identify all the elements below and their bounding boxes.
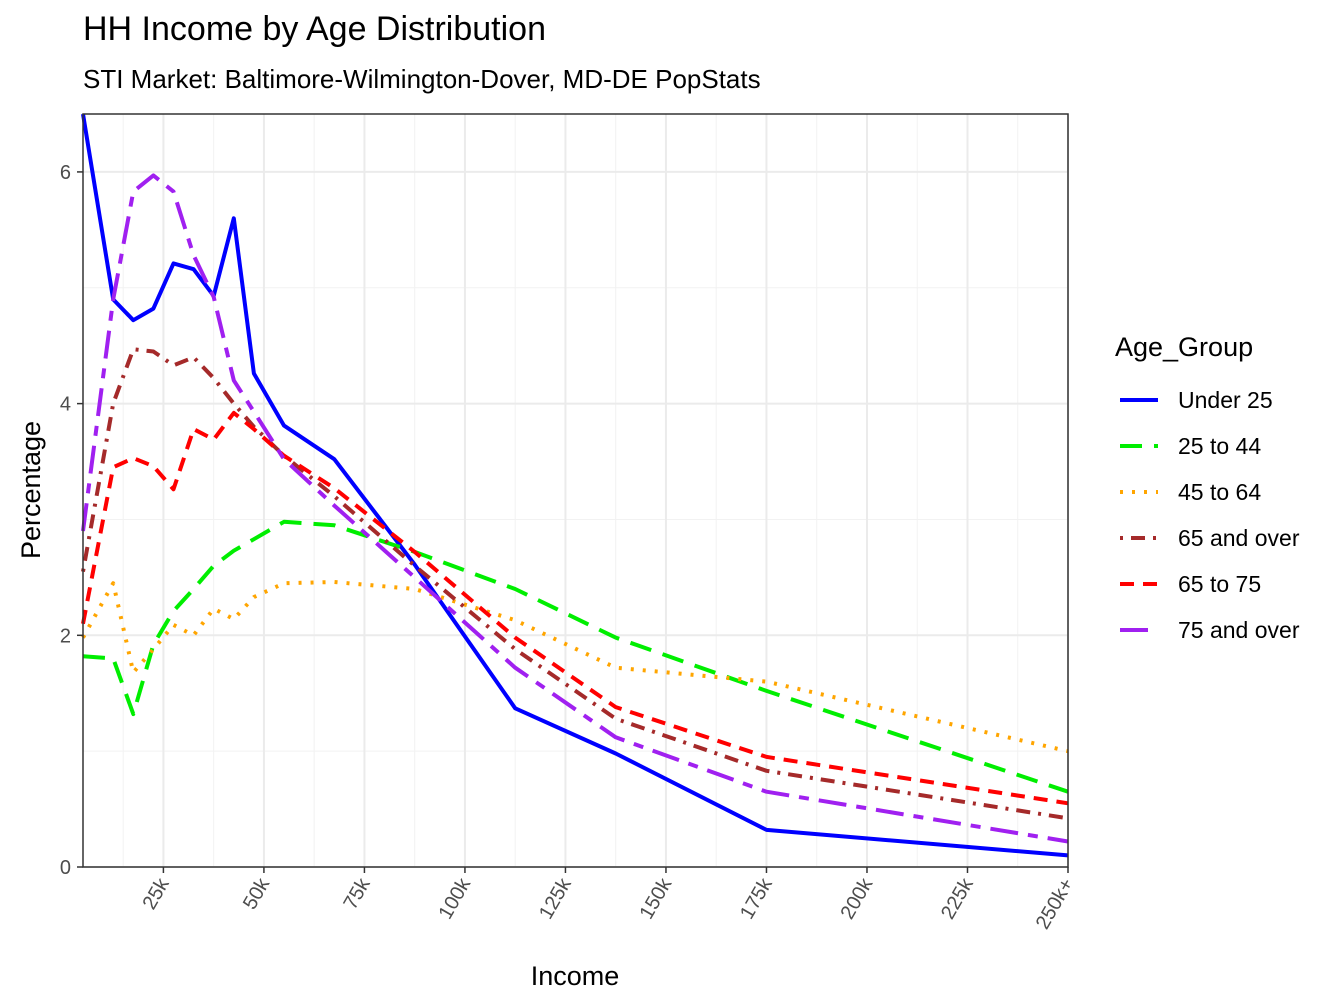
- y-tick-label: 6: [60, 162, 71, 184]
- plot-panel-border: [82, 113, 1069, 868]
- y-axis-title: Percentage: [16, 421, 46, 559]
- legend-label: 65 and over: [1178, 525, 1300, 551]
- plot-panel-background: [83, 114, 1068, 867]
- y-axis: 0 2 4 6: [60, 162, 83, 879]
- y-tick-label: 4: [60, 394, 71, 416]
- legend-label: 25 to 44: [1178, 433, 1261, 459]
- legend-label: 45 to 64: [1178, 479, 1261, 505]
- series-line-65-to-75: [81, 410, 1069, 806]
- x-tick-label: 175k: [736, 874, 777, 923]
- x-tick-label: 200k: [837, 874, 878, 923]
- y-tick-label: 2: [60, 625, 71, 647]
- legend-label: 65 to 75: [1178, 571, 1261, 597]
- x-tick-label: 75k: [340, 874, 376, 914]
- series-line-75-and-over: [81, 173, 1069, 844]
- chart-title: HH Income by Age Distribution: [83, 10, 546, 48]
- legend-title: Age_Group: [1115, 332, 1253, 362]
- x-tick-label: 100k: [435, 874, 476, 923]
- x-tick-label: 150k: [636, 874, 677, 923]
- series-line-45-to-64: [81, 580, 1069, 754]
- legend-label: 75 and over: [1178, 617, 1300, 643]
- x-tick-label: 25k: [139, 874, 175, 914]
- x-tick-label: 125k: [535, 874, 576, 923]
- chart-subtitle: STI Market: Baltimore-Wilmington-Dover, …: [83, 64, 761, 94]
- x-axis: 25k 50k 75k 100k 125k 150k 175k 200k 225k 250k+: [139, 867, 1079, 934]
- x-tick-label: 50k: [239, 874, 275, 914]
- series-lines: [81, 113, 1069, 858]
- y-tick-label: 0: [60, 857, 71, 879]
- legend-label: Under 25: [1178, 387, 1273, 413]
- series-line-under-25: [81, 113, 1069, 858]
- x-tick-label: 225k: [937, 874, 978, 923]
- legend: Age_Group Under 25 25 to 44 45 to 64 65 and…: [1115, 332, 1300, 643]
- x-tick-label: 250k+: [1032, 875, 1079, 934]
- x-axis-title: Income: [531, 961, 620, 991]
